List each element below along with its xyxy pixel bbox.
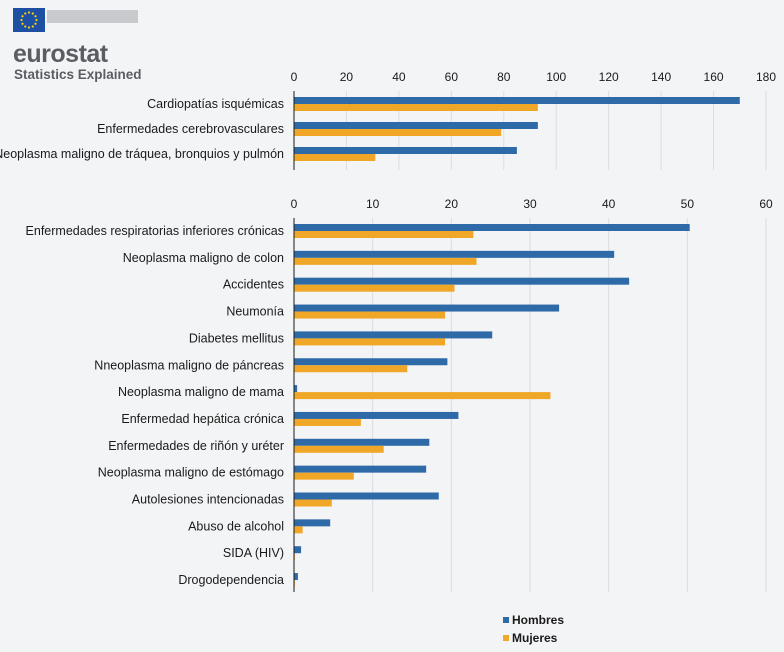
bar-mujeres <box>294 284 455 292</box>
x-tick-label: 100 <box>546 70 566 84</box>
x-tick-label: 120 <box>599 70 619 84</box>
flag-star <box>24 12 27 15</box>
x-tick-label: 160 <box>704 70 724 84</box>
bar-hombres <box>294 573 298 581</box>
legend-label: Hombres <box>512 613 564 627</box>
bar-mujeres <box>294 526 303 534</box>
bar-hombres <box>294 358 448 366</box>
legend-swatch <box>503 635 509 641</box>
category-label: Autolesiones intencionadas <box>132 493 284 507</box>
x-tick-label: 20 <box>445 197 459 211</box>
bar-hombres <box>294 224 690 231</box>
flag-star <box>24 25 27 28</box>
bar-hombres <box>294 385 298 393</box>
bar-mujeres <box>294 154 376 161</box>
bar-mujeres <box>294 445 384 453</box>
bar-hombres <box>294 546 302 554</box>
category-label: Neumonía <box>226 305 284 319</box>
x-tick-label: 10 <box>366 197 380 211</box>
category-label: Diabetes mellitus <box>189 331 284 345</box>
x-tick-label: 40 <box>392 70 406 84</box>
bar-mujeres <box>294 338 446 346</box>
flag-star <box>21 22 24 25</box>
bar-mujeres <box>294 418 361 426</box>
category-label: Neoplasma maligno de mama <box>118 385 284 399</box>
bar-hombres <box>294 465 427 473</box>
flag-star <box>27 26 31 29</box>
bar-mujeres <box>294 311 446 319</box>
x-tick-label: 20 <box>340 70 354 84</box>
category-label: Neoplasma maligno de tráquea, bronquios … <box>0 147 284 161</box>
bar-mujeres <box>294 257 477 265</box>
bar-hombres <box>294 331 493 339</box>
bar-mujeres <box>294 129 502 136</box>
category-label: SIDA (HIV) <box>223 546 284 560</box>
flag-star <box>21 15 24 18</box>
eu-flag-icon <box>13 8 45 32</box>
flag-star <box>34 22 37 25</box>
category-label: Neoplasma maligno de estómago <box>98 466 284 480</box>
bar-mujeres <box>294 499 332 507</box>
statistics-explained-subtitle: Statistics Explained <box>14 67 142 82</box>
eurostat-logo: eurostat <box>13 40 108 68</box>
flag-star <box>20 18 23 22</box>
x-tick-label: 60 <box>445 70 459 84</box>
category-label: Neoplasma maligno de colon <box>123 251 284 265</box>
bar-hombres <box>294 277 630 285</box>
bar-mujeres <box>294 231 474 238</box>
bar-hombres <box>294 411 459 419</box>
bar-mujeres <box>294 472 354 480</box>
bar-mujeres <box>294 365 408 373</box>
category-label: Drogodependencia <box>178 573 284 587</box>
flag-star <box>31 25 34 28</box>
category-label: Accidentes <box>223 278 284 292</box>
bar-mujeres <box>294 392 551 400</box>
category-label: Nneoplasma maligno de páncreas <box>94 358 284 372</box>
flag-star <box>34 15 37 18</box>
x-tick-label: 140 <box>651 70 671 84</box>
legend-swatch <box>503 617 509 623</box>
category-label: Enfermedades de riñón y uréter <box>108 439 284 453</box>
x-tick-label: 60 <box>759 197 773 211</box>
legend-label: Mujeres <box>512 631 558 645</box>
bar-hombres <box>294 304 560 312</box>
x-tick-label: 50 <box>681 197 695 211</box>
x-tick-label: 0 <box>291 197 298 211</box>
header-placeholder-bar <box>47 10 138 23</box>
category-label: Enfermedades respiratorias inferiores cr… <box>26 224 284 238</box>
bar-hombres <box>294 147 517 154</box>
x-tick-label: 180 <box>756 70 776 84</box>
category-label: Enfermedades cerebrovasculares <box>97 122 284 136</box>
bar-hombres <box>294 97 740 104</box>
bar-hombres <box>294 122 538 129</box>
flag-star <box>27 11 31 14</box>
flag-star <box>35 18 38 22</box>
category-label: Abuso de alcohol <box>188 519 284 533</box>
bar-mujeres <box>294 104 538 111</box>
bar-hombres <box>294 250 615 258</box>
x-tick-label: 80 <box>497 70 511 84</box>
bar-hombres <box>294 519 331 527</box>
flag-star <box>31 12 34 15</box>
bar-hombres <box>294 438 430 446</box>
x-tick-label: 30 <box>523 197 537 211</box>
x-tick-label: 40 <box>602 197 616 211</box>
bar-hombres <box>294 492 439 500</box>
category-label: Enfermedad hepática crónica <box>121 412 284 426</box>
x-tick-label: 0 <box>291 70 298 84</box>
category-label: Cardiopatías isquémicas <box>147 97 284 111</box>
